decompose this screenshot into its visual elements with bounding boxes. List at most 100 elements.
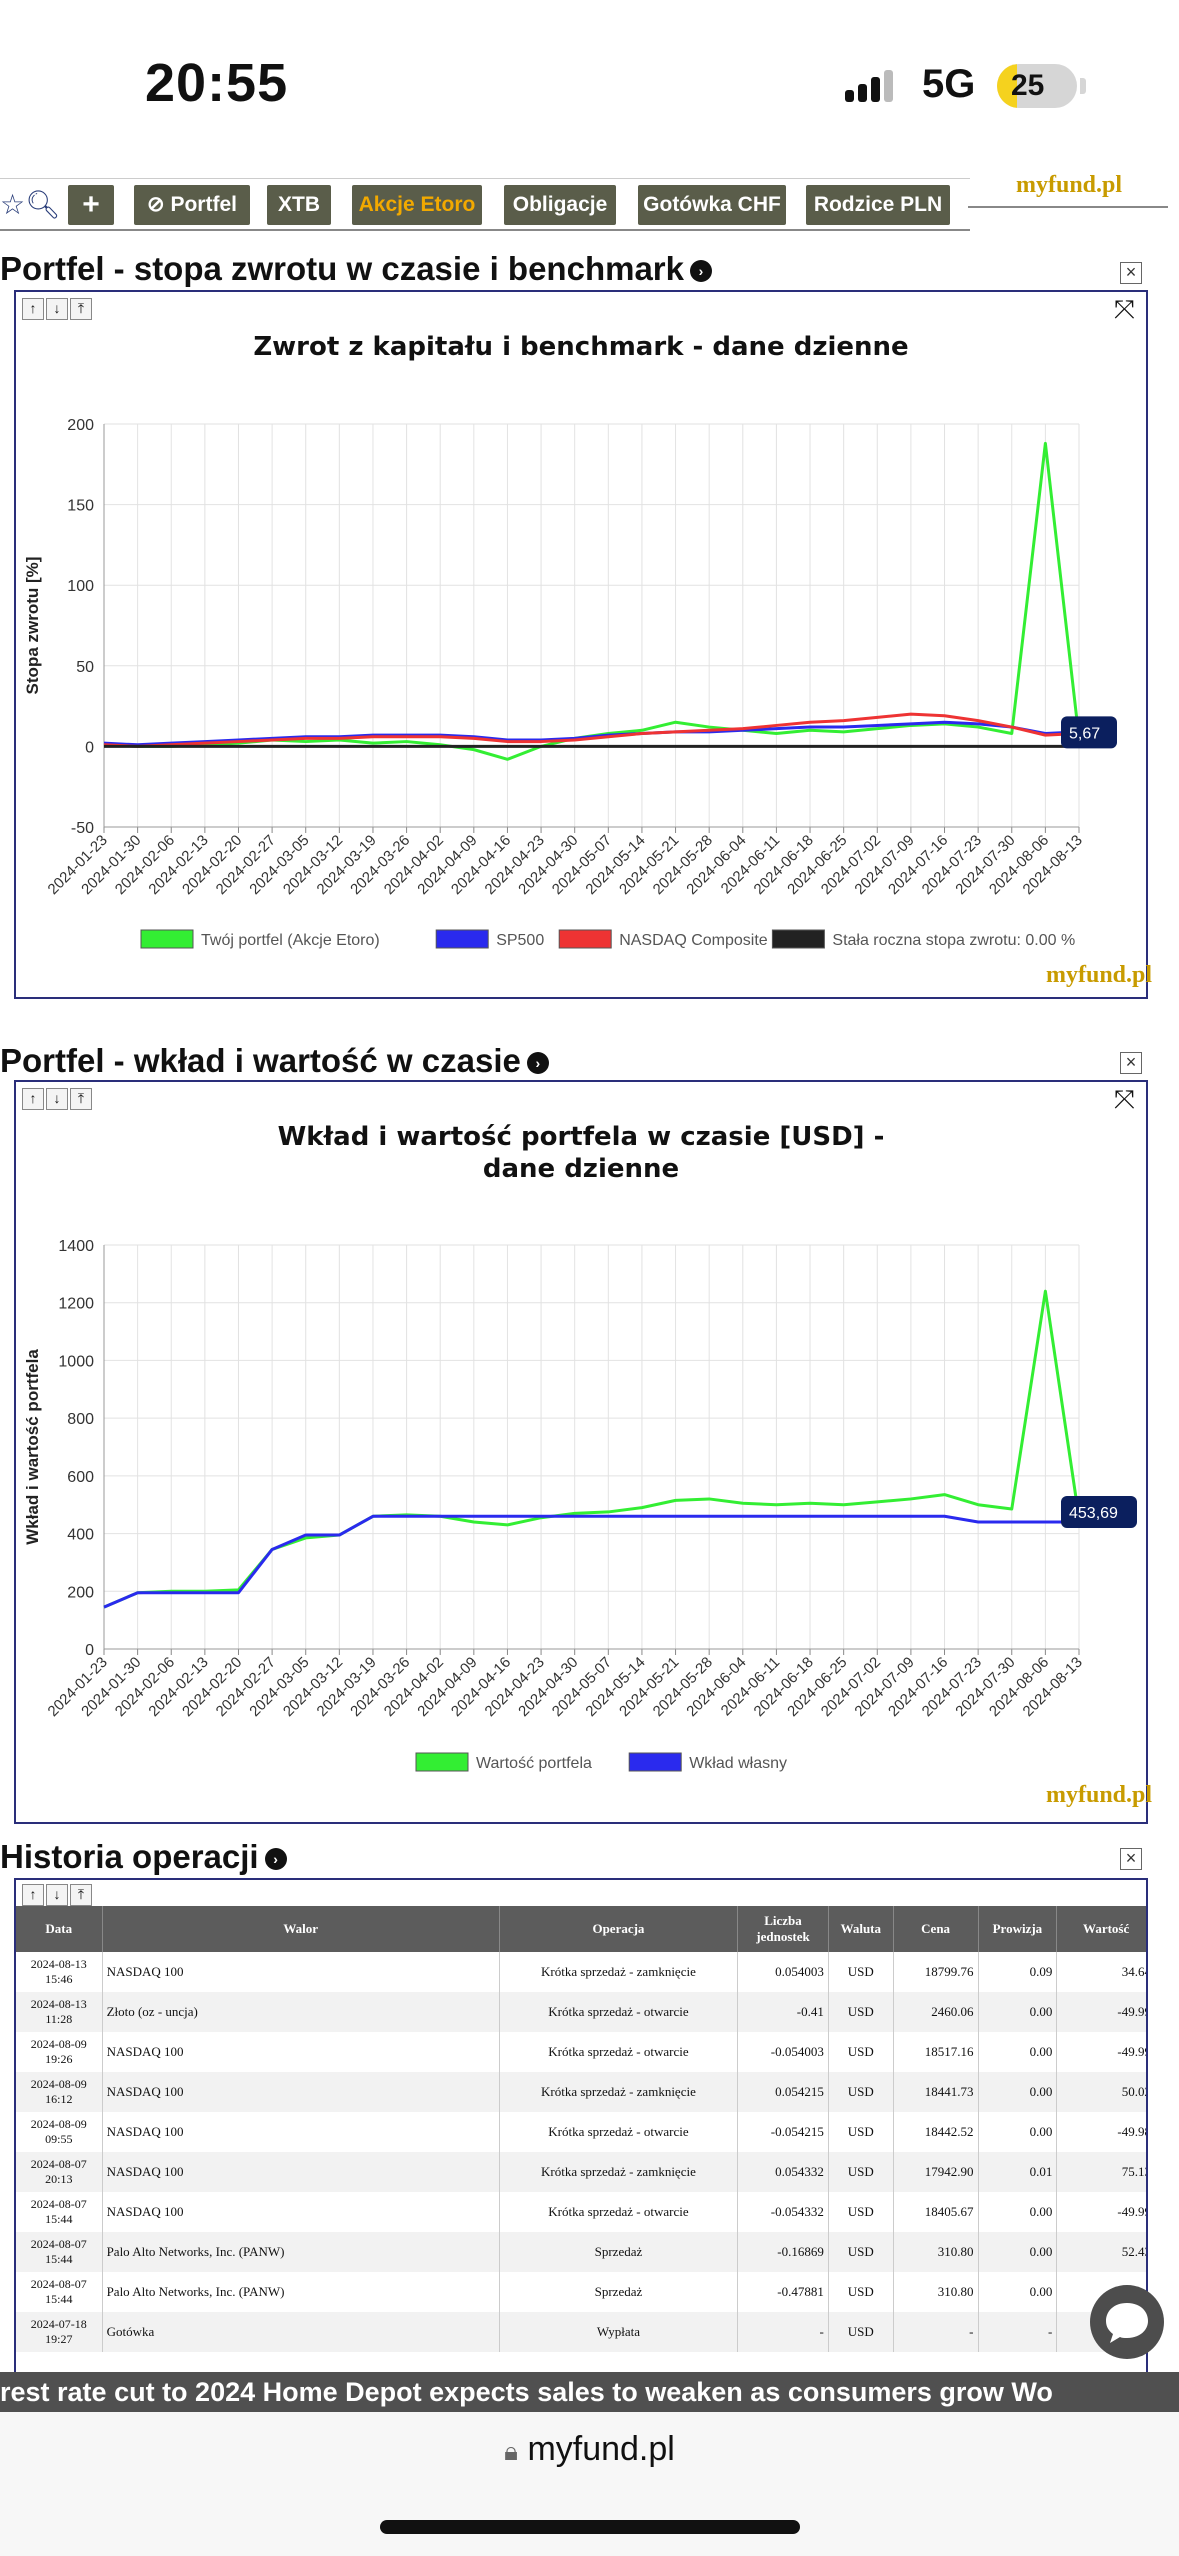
col-header-data[interactable]: Data [16,1906,103,1952]
move-top-icon[interactable]: ⤒ [70,1884,92,1906]
tab-portfel[interactable]: ⊘ Portfel [134,185,250,225]
chevron-right-icon[interactable]: › [264,1848,287,1871]
table-row[interactable]: 2024-08-07 15:44 Palo Alto Networks, Inc.… [16,2272,1146,2312]
tooltip-label: 453,69 [1069,1505,1118,1522]
cell-prowizja: 0.00 [978,2192,1058,2232]
cell-waluta: USD [828,2152,894,2192]
series-line-0[interactable] [103,1289,1081,1609]
table-row[interactable]: 2024-08-09 09:55 NASDAQ 100 Krótka sprzeda… [16,2112,1146,2152]
news-ticker[interactable]: rest rate cut to 2024 Home Depot expects… [0,2372,1179,2412]
network-type: 5G [922,62,976,106]
tooltip-label: 5,67 [1069,725,1100,742]
cell-walor: NASDAQ 100 [102,2192,500,2232]
legend-swatch-3[interactable] [771,929,825,949]
tab-label: Portfel [170,193,237,216]
cell-liczba: 0.054003 [737,1952,829,1992]
col-header-liczba[interactable]: Liczba jednostek [737,1906,829,1952]
operations-table: Data Walor Operacja Liczba jednostek Wal… [16,1906,1146,2352]
tab-xtb[interactable]: XTB [267,185,331,225]
table-row[interactable]: 2024-07-18 19:27 Gotówka Wypłata - USD - - [16,2312,1146,2352]
move-up-icon[interactable]: ↑ [22,1088,44,1110]
home-indicator[interactable] [380,2520,800,2534]
close-section-history-button[interactable]: × [1120,1848,1142,1870]
y-tick-label: 100 [67,578,94,595]
search-icon[interactable]: 🔍︎ [25,189,61,220]
legend-swatch-1[interactable] [628,1752,682,1772]
cell-walor: Palo Alto Networks, Inc. (PANW) [102,2232,500,2272]
legend-swatch-0[interactable] [140,929,194,949]
cell-waluta: USD [828,2112,894,2152]
star-icon[interactable]: ☆ [0,189,26,220]
y-tick-label: 600 [67,1469,94,1486]
legend-label-0[interactable]: Twój portfel (Akcje Etoro) [201,932,380,949]
myfund-logo[interactable]: myfund.pl [1016,172,1123,198]
move-down-icon[interactable]: ↓ [46,1088,68,1110]
value-tooltip [1061,1495,1137,1528]
move-top-icon[interactable]: ⤒ [70,1088,92,1110]
table-row[interactable]: 2024-08-07 20:13 NASDAQ 100 Krótka sprzeda… [16,2152,1146,2192]
chat-button[interactable] [1090,2285,1164,2359]
legend-label-1[interactable]: Wkład własny [689,1755,787,1772]
cell-walor: Gotówka [102,2312,500,2352]
cell-operacja: Wypłata [499,2312,739,2352]
legend-label-2[interactable]: NASDAQ Composite [619,932,768,949]
y-tick-label: 0 [85,1642,94,1659]
cell-cena: 18405.67 [893,2192,979,2232]
tab-gotowka-chf[interactable]: Gotówka CHF [638,185,786,225]
series-line-0[interactable] [103,441,1081,761]
expand-icon[interactable]: ⤧ [1114,1084,1135,1114]
tab-akcje-etoro[interactable]: Akcje Etoro [352,185,482,225]
col-header-operacja[interactable]: Operacja [499,1906,739,1952]
table-row[interactable]: 2024-08-07 15:44 Palo Alto Networks, Inc.… [16,2232,1146,2272]
col-header-waluta[interactable]: Waluta [828,1906,894,1952]
chevron-right-icon[interactable]: › [690,260,712,283]
col-header-wartosc[interactable]: Wartość [1056,1906,1146,1952]
table-row[interactable]: 2024-08-09 19:26 NASDAQ 100 Krótka sprzeda… [16,2032,1146,2072]
series-line-1[interactable] [103,1514,1079,1609]
col-header-prowizja[interactable]: Prowizja [978,1906,1058,1952]
close-section-returns-button[interactable]: × [1120,262,1142,284]
chat-bubble-icon [1106,2303,1148,2343]
y-tick-label: 200 [67,1584,94,1601]
cell-wartosc: -49.99 [1056,2192,1146,2232]
move-down-icon[interactable]: ↓ [46,1884,68,1906]
returns-chart: -500501001502002024-01-232024-01-302024-… [23,417,1117,949]
cell-prowizja: 0.00 [978,2272,1058,2312]
add-portfolio-button[interactable]: + [68,185,114,225]
series-line-2[interactable] [103,712,1080,748]
battery-icon: 25 [997,64,1077,108]
cell-walor: NASDAQ 100 [102,2152,500,2192]
returns-chart-panel: ↑ ↓ ⤒ ⤧ Zwrot z kapitału i benchmark - dan… [14,290,1152,999]
cell-liczba: -0.16869 [737,2232,829,2272]
move-down-icon[interactable]: ↓ [46,298,68,320]
table-row[interactable]: 2024-08-07 15:44 NASDAQ 100 Krótka sprzeda… [16,2192,1146,2232]
panel-tools: ↑ ↓ ⤒ [22,1088,94,1110]
legend-swatch-2[interactable] [558,929,612,949]
cell-data: 2024-08-09 09:55 [16,2112,103,2152]
col-header-walor[interactable]: Walor [102,1906,500,1952]
move-up-icon[interactable]: ↑ [22,1884,44,1906]
tab-rodzice-pln[interactable]: Rodzice PLN [806,185,950,225]
cell-operacja: Krótka sprzedaż - zamknięcie [499,2152,739,2192]
y-tick-label: 800 [67,1411,94,1428]
table-row[interactable]: 2024-08-13 11:28 Złoto (oz - uncja) Krótka… [16,1992,1146,2032]
cell-walor: NASDAQ 100 [102,2072,500,2112]
y-tick-label: 1400 [58,1238,94,1255]
address-bar[interactable]: 🔒︎ myfund.pl [0,2430,1179,2469]
col-header-cena[interactable]: Cena [893,1906,979,1952]
chevron-right-icon[interactable]: › [526,1052,549,1075]
move-up-icon[interactable]: ↑ [22,298,44,320]
expand-icon[interactable]: ⤧ [1114,294,1135,324]
table-row[interactable]: 2024-08-13 15:46 NASDAQ 100 Krótka sprzeda… [16,1952,1146,1992]
close-section-value-button[interactable]: × [1120,1052,1142,1074]
legend-swatch-0[interactable] [415,1752,469,1772]
legend-label-0[interactable]: Wartość portfela [476,1755,592,1772]
legend-swatch-1[interactable] [435,929,489,949]
cell-wartosc: 50.02 [1056,2072,1146,2112]
series-line-1[interactable] [103,720,1080,747]
legend-label-1[interactable]: SP500 [496,932,544,949]
legend-label-3[interactable]: Stała roczna stopa zwrotu: 0.00 % [832,932,1075,949]
tab-obligacje[interactable]: Obligacje [504,185,616,225]
table-row[interactable]: 2024-08-09 16:12 NASDAQ 100 Krótka sprzeda… [16,2072,1146,2112]
move-top-icon[interactable]: ⤒ [70,298,92,320]
